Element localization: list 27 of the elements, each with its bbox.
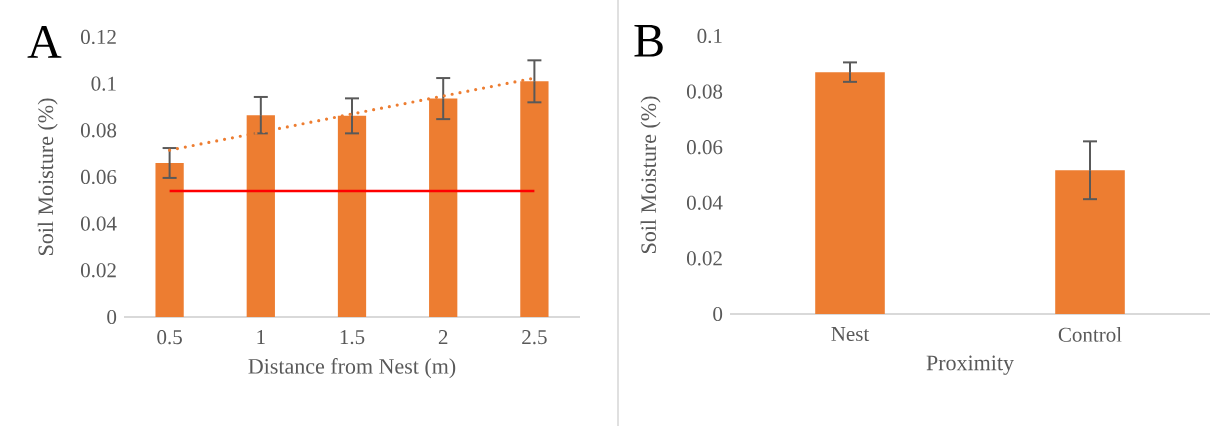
x-tick-label: 1	[257, 330, 265, 344]
y-tick-label: 0.02	[80, 263, 116, 278]
x-tick-label: 2.5	[522, 330, 547, 345]
y-tick-label: 0.04	[80, 216, 117, 231]
y-tick-label: 0.1	[91, 76, 116, 91]
y-tick-label: 0.06	[80, 169, 117, 185]
y-tick-label: 0.1	[697, 28, 722, 44]
x-axis-title: Distance from Nest (m)	[248, 358, 456, 379]
y-tick-label: 0	[713, 306, 723, 322]
text: A	[27, 26, 62, 58]
y-tick-label: 0	[107, 309, 117, 325]
x-tick-label: 1.5	[340, 330, 365, 345]
y-tick-label: 0.04	[686, 195, 723, 210]
x-tick-label: Control	[1058, 327, 1122, 342]
x-tick-label: Nest	[831, 327, 870, 342]
y-axis-title: Soil Moisture (%)	[37, 98, 58, 255]
y-tick-label: 0.06	[686, 140, 723, 155]
text: B	[634, 25, 663, 57]
y-tick-label: 0.12	[80, 29, 116, 45]
y-tick-label: 0.08	[686, 84, 723, 99]
x-tick-label: 0.5	[157, 330, 182, 345]
x-tick-label: 2	[438, 330, 448, 344]
y-tick-label: 0.02	[686, 251, 722, 266]
x-axis-title: Proximity	[926, 355, 1014, 375]
y-axis-title: Soil Moisture (%)	[640, 96, 661, 253]
bar	[155, 162, 184, 317]
y-tick-label: 0.08	[80, 123, 117, 138]
